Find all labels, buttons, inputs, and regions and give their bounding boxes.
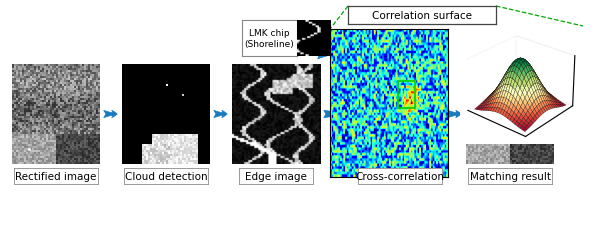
Text: Rectified image: Rectified image: [16, 171, 97, 181]
Text: Matching result: Matching result: [469, 171, 551, 181]
Text: Cloud detection: Cloud detection: [125, 171, 208, 181]
Text: Correlation surface: Correlation surface: [372, 11, 472, 21]
Text: Edge image: Edge image: [245, 171, 307, 181]
Bar: [398, 82, 415, 109]
Bar: [517, 86, 547, 130]
Text: Cross-correlation: Cross-correlation: [355, 171, 444, 181]
Text: LMK chip
(Shoreline): LMK chip (Shoreline): [245, 29, 294, 48]
